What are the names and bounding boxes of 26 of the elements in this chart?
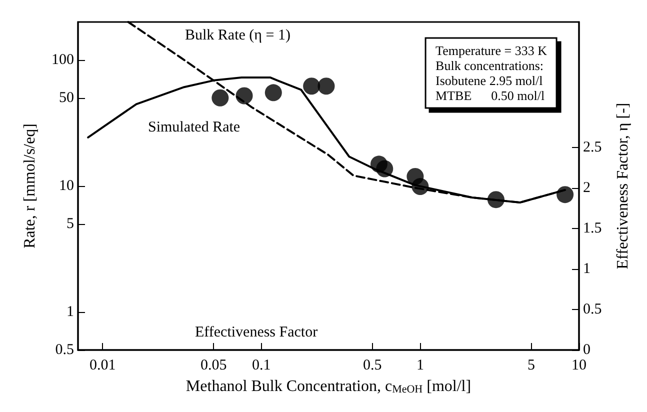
annotation: Simulated Rate: [148, 120, 240, 136]
x-tick-label: 10: [572, 358, 586, 374]
x-tick-label: 0.01: [89, 358, 116, 374]
y2-tick-label: 0: [583, 342, 590, 358]
y-axis-title: Rate, r [mmol/s/eq]: [22, 124, 38, 248]
x-tick-label: 0.05: [200, 358, 227, 374]
y2-axis-title: Effectiveness Factor, η [-]: [614, 102, 632, 270]
x-tick-label: 1: [416, 358, 424, 374]
y-tick-label: 100: [52, 52, 74, 68]
y2-tick-label: 0.5: [583, 302, 602, 318]
annotation: Bulk Rate (η = 1): [185, 28, 290, 44]
annotation: Temperature = 333 K Bulk concentrations: Isobutene 2.95 mol/l MTBE 0.50 mol/l: [436, 43, 548, 103]
x-tick-label: 0.5: [363, 358, 382, 374]
x-axis-title: Methanol Bulk Concentration, cMeOH [mol/l]: [186, 378, 472, 396]
annotation: Effectiveness Factor: [195, 324, 318, 340]
y-tick-label: 1: [66, 304, 74, 320]
y2-tick-label: 2: [583, 180, 590, 196]
x-tick-label: 0.1: [252, 358, 271, 374]
y-tick-label: 50: [59, 90, 74, 106]
x-tick-label: 5: [527, 358, 535, 374]
y-tick-label: 0.5: [55, 342, 74, 358]
y-tick-label: 10: [59, 178, 74, 194]
y2-tick-label: 2.5: [583, 140, 602, 156]
y-tick-label: 5: [66, 216, 74, 232]
y2-tick-label: 1: [583, 261, 590, 278]
y2-tick-label: 1.5: [583, 220, 602, 237]
